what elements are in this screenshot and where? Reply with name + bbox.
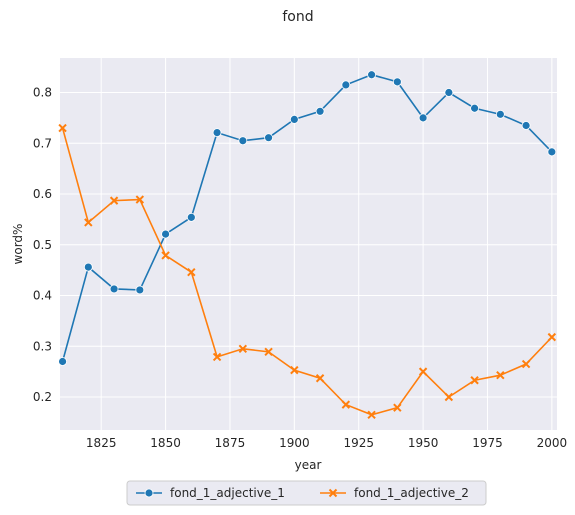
data-point: [186, 212, 196, 222]
y-tick-label: 0.5: [33, 238, 52, 252]
series-line: [61, 73, 553, 362]
data-point: [187, 267, 196, 277]
y-tick-label: 0.2: [33, 390, 52, 404]
y-tick-label: 0.6: [33, 187, 52, 201]
data-point: [135, 285, 145, 295]
data-point: [58, 357, 67, 366]
data-point: [264, 347, 273, 357]
x-tick-label: 1900: [279, 436, 310, 450]
data-point: [161, 251, 170, 260]
data-point: [470, 103, 479, 113]
data-point: [109, 196, 119, 205]
legend-entry: fond_1_adjective_1: [136, 486, 285, 500]
data-point: [83, 262, 93, 272]
plot-area: [60, 58, 557, 430]
data-point: [109, 284, 119, 294]
x-tick-label: 1925: [343, 436, 374, 450]
grid-lines: [60, 58, 557, 430]
legend-marker: [328, 488, 338, 498]
y-axis-label: word%: [11, 224, 25, 265]
data-point: [547, 332, 557, 342]
data-point: [444, 88, 454, 97]
data-point: [264, 133, 273, 143]
y-tick-label: 0.4: [33, 289, 52, 303]
legend-marker: [144, 488, 154, 498]
series-layer: [58, 70, 557, 419]
data-point: [521, 359, 531, 369]
data-point: [418, 113, 428, 123]
x-axis-label: year: [295, 458, 322, 472]
data-point: [470, 376, 479, 385]
data-point: [315, 106, 325, 116]
data-point: [341, 400, 351, 409]
data-point: [135, 195, 145, 204]
legend-entry: fond_1_adjective_2: [320, 486, 469, 500]
chart-title: fond: [282, 9, 313, 25]
y-tick-label: 0.3: [33, 339, 52, 353]
data-point: [392, 77, 402, 87]
data-point: [290, 365, 299, 375]
data-point: [367, 410, 376, 419]
data-point: [521, 121, 531, 130]
x-tick-label: 1825: [86, 436, 117, 450]
data-point: [238, 344, 248, 354]
x-tick-label: 1850: [150, 436, 181, 450]
data-point: [495, 109, 505, 119]
x-tick-label: 1950: [408, 436, 439, 450]
data-point: [444, 392, 454, 402]
data-point: [418, 367, 428, 376]
y-tick-label: 0.8: [33, 86, 52, 100]
data-point: [212, 128, 222, 138]
series-fond_1_adjective_2: [58, 123, 557, 419]
series-fond_1_adjective_1: [58, 70, 557, 366]
x-tick-label: 2000: [537, 436, 568, 450]
series-line: [61, 127, 553, 416]
data-point: [367, 70, 376, 80]
legend-label: fond_1_adjective_2: [354, 486, 469, 500]
legend-label: fond_1_adjective_1: [170, 486, 285, 500]
x-axis-ticks: 1825 1850 1875 1900 1925 1950 1975 2000: [86, 436, 567, 450]
data-point: [393, 403, 402, 412]
x-tick-label: 1975: [472, 436, 503, 450]
data-point: [84, 218, 93, 227]
y-tick-label: 0.7: [33, 136, 52, 150]
data-point: [496, 370, 505, 380]
x-tick-label: 1875: [215, 436, 246, 450]
data-point: [238, 136, 248, 146]
data-point: [289, 115, 299, 124]
legend: fond_1_adjective_1 fond_1_adjective_2: [126, 480, 487, 506]
y-axis-ticks: 0.2 0.3 0.4 0.5 0.6 0.7 0.8: [33, 86, 52, 405]
legend-box: [126, 480, 487, 506]
data-point: [341, 80, 351, 90]
data-point: [547, 147, 557, 157]
data-point: [58, 123, 67, 133]
data-point: [315, 374, 325, 383]
data-point: [161, 229, 170, 239]
data-point: [212, 352, 222, 362]
